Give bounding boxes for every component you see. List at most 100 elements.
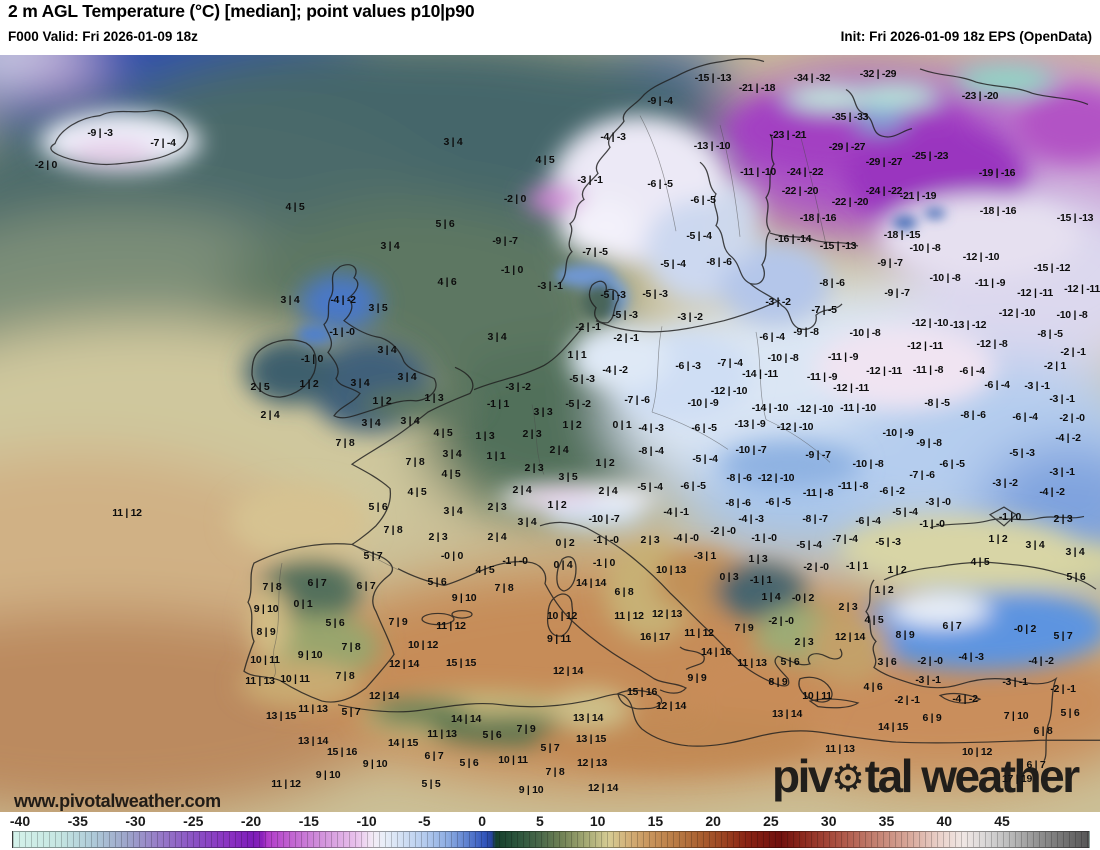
- point-value: 5 | 6: [427, 575, 447, 588]
- point-value: -12 | -11: [907, 339, 943, 352]
- point-value: -6 | -4: [855, 514, 881, 527]
- point-value: -19 | -16: [978, 166, 1016, 179]
- point-value: 4 | 5: [433, 426, 453, 439]
- point-value: -7 | -6: [624, 393, 650, 406]
- point-value: -5 | -4: [637, 480, 663, 493]
- point-value: -8 | -5: [924, 396, 950, 409]
- point-value: -0 | 2: [791, 591, 815, 604]
- point-value: -15 | -12: [1033, 261, 1071, 274]
- point-value: -0 | 2: [1013, 622, 1037, 635]
- point-value: -11 | -8: [802, 486, 834, 499]
- point-value: 7 | 10: [1003, 709, 1029, 722]
- point-value: 12 | 13: [576, 756, 608, 769]
- legend-tick: 30: [820, 813, 837, 829]
- point-value: -12 | -10: [796, 402, 834, 415]
- point-value: -24 | -22: [865, 184, 903, 197]
- legend-color-bar: [12, 831, 1090, 848]
- point-value: -4 | -1: [663, 505, 689, 518]
- legend-tick: 10: [589, 813, 606, 829]
- point-value: 1 | 1: [486, 449, 506, 462]
- point-value: -8 | -6: [819, 276, 845, 289]
- legend-cell-grid: [13, 832, 1089, 847]
- point-value: -6 | -5: [691, 421, 717, 434]
- point-value: 3 | 4: [380, 239, 400, 252]
- point-value: -3 | -1: [1002, 675, 1028, 688]
- point-value: 1 | 4: [761, 590, 781, 603]
- point-value: -6 | -5: [765, 495, 791, 508]
- point-value: -1 | 1: [749, 573, 773, 586]
- point-value: -32 | -29: [859, 67, 897, 80]
- legend-tick: 0: [478, 813, 487, 829]
- point-value: 10 | 12: [546, 609, 578, 622]
- point-value: 12 | 13: [651, 607, 683, 620]
- point-value: 1 | 2: [595, 456, 615, 469]
- legend-tick: -30: [125, 813, 146, 829]
- point-value: -6 | -4: [984, 378, 1010, 391]
- point-value: 8 | 9: [768, 675, 788, 688]
- point-value: -3 | -2: [677, 310, 703, 323]
- point-value: -9 | -8: [916, 436, 942, 449]
- point-value: 10 | 11: [498, 753, 528, 766]
- logo-text-right: tal weather: [864, 750, 1080, 802]
- point-value: 5 | 7: [341, 705, 361, 718]
- point-value: -3 | -2: [505, 380, 531, 393]
- point-value: 2 | 3: [524, 461, 544, 474]
- legend-tick: 15: [647, 813, 664, 829]
- point-value: 12 | 14: [552, 664, 584, 677]
- point-value: 12 | 14: [587, 781, 619, 794]
- point-value: -12 | -10: [911, 316, 949, 329]
- point-value: 17 | 19: [1001, 772, 1033, 785]
- legend-tick: -10: [356, 813, 377, 829]
- point-value: -12 | -10: [998, 306, 1036, 319]
- point-value: 3 | 4: [280, 293, 300, 306]
- point-value: -3 | -1: [1049, 465, 1075, 478]
- point-value: -8 | -6: [725, 496, 751, 509]
- page-title: 2 m AGL Temperature (°C) [median]; point…: [8, 1, 475, 21]
- point-value: 4 | 5: [475, 563, 495, 576]
- point-value: -6 | -5: [690, 193, 716, 206]
- point-value: 6 | 7: [307, 576, 327, 589]
- point-value: 3 | 4: [350, 376, 370, 389]
- point-value: -4 | -0: [673, 531, 699, 544]
- point-value: 5 | 6: [1066, 570, 1086, 583]
- point-value: 7 | 8: [494, 581, 514, 594]
- point-value: 7 | 8: [335, 436, 355, 449]
- point-value: -6 | -4: [959, 364, 985, 377]
- point-value: -11 | -10: [840, 401, 876, 414]
- legend-tick: -15: [298, 813, 319, 829]
- point-value: 6 | 8: [1033, 724, 1053, 737]
- point-value: -6 | -4: [759, 330, 785, 343]
- point-value: -8 | -6: [960, 408, 986, 421]
- legend-tick: 35: [878, 813, 895, 829]
- point-value: -1 | -0: [751, 531, 777, 544]
- point-value: 0 | 2: [555, 536, 575, 549]
- legend-tick: -20: [240, 813, 262, 829]
- point-value: -24 | -22: [786, 165, 824, 178]
- point-value: 2 | 4: [549, 443, 569, 456]
- point-value: -4 | -3: [638, 421, 664, 434]
- point-value: -4 | -2: [330, 293, 356, 306]
- point-value: 2 | 4: [260, 408, 280, 421]
- point-value: -23 | -21: [769, 128, 807, 141]
- point-value: -5 | -3: [612, 308, 638, 321]
- point-value: -12 | -11: [1064, 282, 1100, 295]
- point-value: -10 | -9: [882, 426, 914, 439]
- point-value: -2 | -1: [1060, 345, 1086, 358]
- point-value: 11 | 13: [245, 674, 275, 687]
- point-value: 14 | 16: [700, 645, 732, 658]
- point-value: 11 | 13: [737, 656, 767, 669]
- point-value: -0 | 0: [440, 549, 464, 562]
- point-value: -4 | -2: [952, 692, 978, 705]
- point-value: 5 | 6: [1060, 706, 1080, 719]
- legend-tick: 5: [535, 813, 544, 829]
- point-value: -5 | -3: [600, 288, 626, 301]
- point-value: -34 | -32: [793, 71, 831, 84]
- point-value: -14 | -10: [751, 401, 789, 414]
- point-value: 4 | 5: [407, 485, 427, 498]
- point-value: -2 | -1: [613, 331, 639, 344]
- point-value: -12 | -10: [962, 250, 1000, 263]
- point-value: 14 | 15: [877, 720, 909, 733]
- legend-tick: -40: [9, 813, 31, 829]
- point-value: 7 | 8: [341, 640, 361, 653]
- point-value: -29 | -27: [828, 140, 866, 153]
